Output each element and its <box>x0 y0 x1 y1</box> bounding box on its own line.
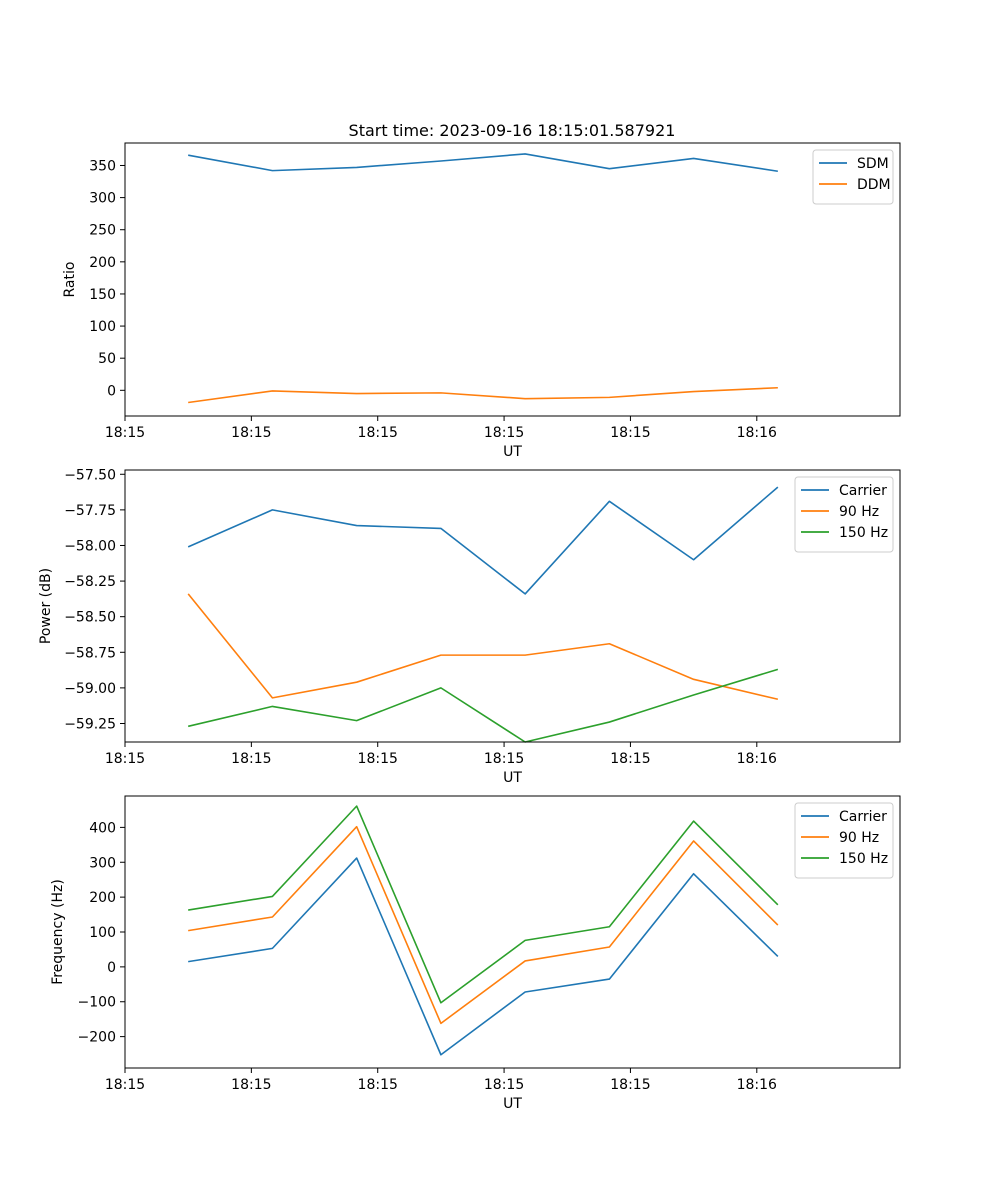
y-tick-label: −57.75 <box>64 503 116 519</box>
series-line-90-hz <box>187 593 779 701</box>
y-tick-label: 150 <box>89 287 116 303</box>
y-tick-label: −58.50 <box>64 610 116 626</box>
figure-title: Start time: 2023-09-16 18:15:01.587921 <box>349 121 676 140</box>
x-tick-label: 18:16 <box>737 751 777 767</box>
y-tick-label: 300 <box>89 191 116 207</box>
legend-box <box>794 476 894 553</box>
y-tick-label: 100 <box>89 319 116 335</box>
y-axis-label: Frequency (Hz) <box>50 879 66 985</box>
x-tick-label: 18:15 <box>105 425 145 441</box>
y-tick-label: 300 <box>89 855 116 871</box>
subplot-1: 18:15 18:15 18:15 18:15 18:15 18:16 0 50 100 150 2… <box>62 142 901 460</box>
x-tick-label: 18:15 <box>105 1077 145 1093</box>
legend-label: 150 Hz <box>839 851 888 867</box>
y-tick-label: −58.25 <box>64 574 116 590</box>
y-tick-label: 0 <box>107 960 116 976</box>
series-line-90-hz <box>188 825 779 1025</box>
x-tick-label: 18:15 <box>484 425 524 441</box>
y-tick-label: 250 <box>89 223 116 239</box>
y-tick-label: −57.50 <box>64 467 116 483</box>
y-tick-label: 100 <box>89 925 116 941</box>
x-tick-label: 18:15 <box>610 751 650 767</box>
legend-label: Carrier <box>839 809 887 825</box>
y-tick-label: −58.00 <box>64 538 116 554</box>
series-line-ddm <box>188 386 778 404</box>
y-tick-label: 350 <box>89 158 116 174</box>
x-tick-label: 18:15 <box>105 751 145 767</box>
x-tick-label: 18:15 <box>484 751 524 767</box>
x-axis-label: UT <box>503 1096 522 1112</box>
y-tick-label: −58.75 <box>64 645 116 661</box>
legend-label: SDM <box>857 156 889 172</box>
x-axis-label: UT <box>503 770 522 786</box>
x-tick-label: 18:15 <box>231 425 271 441</box>
y-tick-label: −59.00 <box>64 681 116 697</box>
axes-frame <box>124 142 901 417</box>
y-tick-label: 400 <box>89 820 116 836</box>
x-tick-label: 18:16 <box>737 1077 777 1093</box>
x-tick-label: 18:16 <box>737 425 777 441</box>
legend: SDM DDM <box>812 149 894 205</box>
legend-label: 90 Hz <box>839 504 879 520</box>
legend-box <box>794 802 894 879</box>
x-tick-label: 18:15 <box>358 425 398 441</box>
x-tick-label: 18:15 <box>231 1077 271 1093</box>
legend-label: 90 Hz <box>839 830 879 846</box>
y-axis-label: Ratio <box>62 262 78 298</box>
y-tick-label: 200 <box>89 255 116 271</box>
x-tick-label: 18:15 <box>358 1077 398 1093</box>
y-axis-label: Power (dB) <box>38 568 54 644</box>
x-tick-label: 18:15 <box>358 751 398 767</box>
legend-label: Carrier <box>839 483 887 499</box>
series-line-150-hz <box>187 668 779 743</box>
y-tick-label: 50 <box>98 351 116 367</box>
axes-frame <box>124 469 901 743</box>
x-axis-label: UT <box>503 444 522 460</box>
subplot-2: 18:15 18:15 18:15 18:15 18:15 18:16 −59.25 −59.… <box>38 467 901 786</box>
x-tick-label: 18:15 <box>231 751 271 767</box>
legend: Carrier 90 Hz 150 Hz <box>794 476 894 553</box>
subplots: 18:15 18:15 18:15 18:15 18:15 18:16 0 50 100 150 2… <box>38 142 901 1112</box>
y-tick-label: 0 <box>107 383 116 399</box>
x-tick-label: 18:15 <box>610 425 650 441</box>
y-tick-label: −100 <box>78 995 116 1011</box>
series-line-sdm <box>188 153 778 173</box>
x-tick-label: 18:15 <box>610 1077 650 1093</box>
y-tick-label: 200 <box>89 890 116 906</box>
legend: Carrier 90 Hz 150 Hz <box>794 802 894 879</box>
subplot-3: 18:15 18:15 18:15 18:15 18:15 18:16 −200 −100 0 1… <box>50 795 901 1112</box>
legend-label: DDM <box>857 177 891 193</box>
series-line-150-hz <box>188 805 779 1004</box>
y-tick-label: −59.25 <box>64 716 116 732</box>
legend-label: 150 Hz <box>839 525 888 541</box>
y-tick-label: −200 <box>78 1030 116 1046</box>
series-line-carrier <box>188 857 779 1056</box>
series-line-carrier <box>187 486 779 595</box>
x-tick-label: 18:15 <box>484 1077 524 1093</box>
